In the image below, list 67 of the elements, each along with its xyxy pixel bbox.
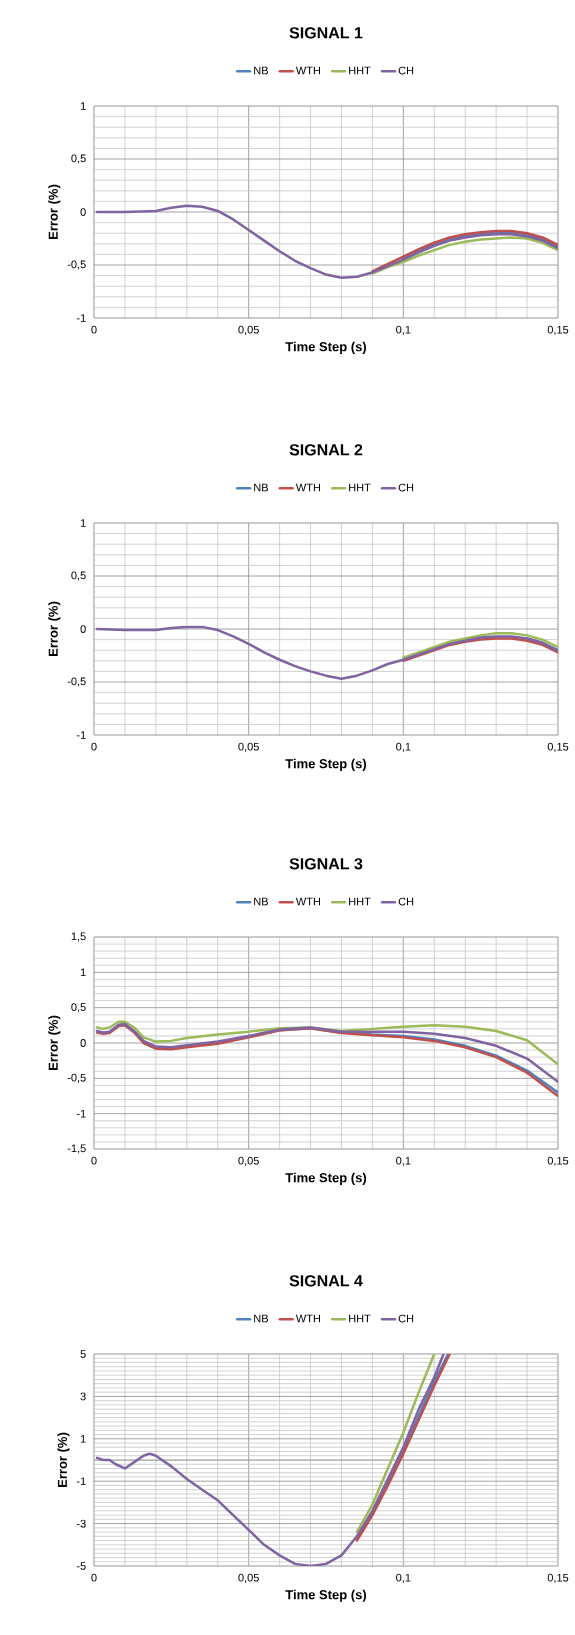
x-tick-label: 0,1 [396,1156,411,1166]
y-tick-label: -1 [76,1477,86,1485]
legend-label: NB [254,897,268,906]
y-tick-label: 1 [80,968,86,977]
chart-title: SIGNAL 2 [289,444,363,456]
x-tick-label: 0,15 [547,325,569,335]
y-tick-label: 3 [80,1392,86,1401]
legend-label: WTH [295,483,321,492]
x-tick-label: 0 [91,742,97,751]
legend-label: CH [398,897,414,906]
y-tick-label: -1,5 [67,1144,86,1154]
y-tick-label: -5 [76,1562,86,1570]
y-tick-label: -1 [76,1109,86,1118]
x-tick-label: 0,1 [396,742,411,752]
x-axis-title: Time Step (s) [285,341,367,354]
x-tick-label: 0,1 [396,1573,411,1583]
x-tick-label: 0,05 [238,325,259,335]
y-tick-label: 5 [80,1350,86,1358]
legend-label: NB [254,483,268,492]
legend-label: HHT [349,897,371,906]
y-tick-label: 0,5 [71,154,86,164]
x-axis-title: Time Step (s) [285,1589,367,1602]
legend-label: CH [398,483,414,492]
x-tick-label: 0,15 [547,742,569,752]
y-tick-label: -1 [76,314,86,322]
y-tick-label: -3 [76,1519,86,1528]
y-tick-label: 0 [80,208,86,216]
legend-label: NB [254,66,268,75]
y-tick-label: 1 [80,102,86,110]
x-tick-label: 0 [91,325,97,334]
x-tick-label: 0 [91,1573,97,1582]
x-tick-label: 0,15 [547,1573,569,1583]
y-tick-label: -0,5 [67,1073,86,1083]
y-tick-label: -0,5 [67,260,86,270]
y-tick-label: 0 [80,625,86,633]
x-tick-label: 0,1 [396,325,411,335]
chart-title: SIGNAL 1 [289,27,363,39]
y-tick-label: 1,5 [71,932,86,942]
x-tick-label: 0 [91,1156,97,1165]
legend-label: WTH [295,897,321,906]
y-tick-label: -0,5 [67,677,86,687]
y-tick-label: 0 [80,1039,86,1047]
legend-label: HHT [349,1314,371,1323]
x-axis-title: Time Step (s) [285,758,367,771]
chart-title: SIGNAL 3 [289,858,363,870]
x-axis-title: Time Step (s) [285,1172,367,1185]
chart-title: SIGNAL 4 [289,1275,363,1287]
y-tick-label: 1 [80,519,86,527]
legend-label: HHT [349,66,371,75]
legend-label: NB [254,1314,268,1323]
x-tick-label: 0,05 [238,1156,259,1166]
y-tick-label: 1 [80,1435,86,1443]
y-axis-title: Error (%) [48,1015,61,1070]
y-axis-title: Error (%) [57,1432,70,1487]
legend-label: WTH [295,66,321,75]
y-tick-label: -1 [76,731,86,739]
y-tick-label: 0,5 [71,571,86,581]
legend-label: HHT [349,483,371,492]
x-tick-label: 0,05 [238,742,259,752]
legend-label: CH [398,66,414,75]
y-axis-title: Error (%) [48,601,61,656]
x-tick-label: 0,15 [547,1156,569,1166]
legend-label: WTH [295,1314,321,1323]
y-tick-label: 0,5 [71,1003,86,1013]
x-tick-label: 0,05 [238,1573,259,1583]
legend-label: CH [398,1314,414,1323]
y-axis-title: Error (%) [48,184,61,239]
